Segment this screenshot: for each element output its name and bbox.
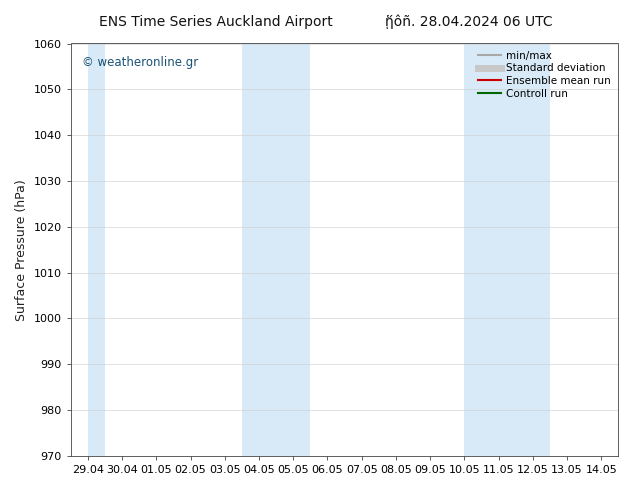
Text: ᾕôñ. 28.04.2024 06 UTC: ᾕôñ. 28.04.2024 06 UTC [385,15,553,29]
Bar [242,44,311,456]
Bar [465,44,550,456]
Bar [88,44,105,456]
Text: © weatheronline.gr: © weatheronline.gr [82,56,198,69]
Y-axis label: Surface Pressure (hPa): Surface Pressure (hPa) [15,179,28,320]
Text: ENS Time Series Auckland Airport: ENS Time Series Auckland Airport [99,15,332,29]
Legend: min/max, Standard deviation, Ensemble mean run, Controll run: min/max, Standard deviation, Ensemble me… [476,49,613,100]
